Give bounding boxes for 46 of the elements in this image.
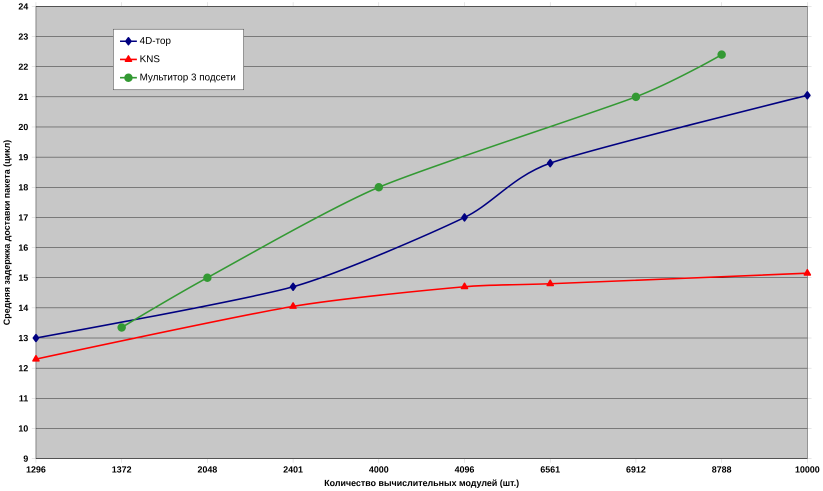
x-tick-label: 4000 (369, 466, 388, 473)
x-tick-label: 4096 (454, 466, 474, 473)
legend-label: KNS (140, 55, 160, 62)
x-tick-label: 10000 (796, 466, 820, 473)
x-axis-title: Количество вычислительных модулей (шт.) (324, 479, 519, 488)
point (290, 282, 296, 291)
point (546, 279, 554, 286)
y-tick-label: 12 (18, 364, 28, 372)
y-tick-label: 23 (18, 33, 28, 40)
y-tick-label: 9 (24, 455, 28, 462)
x-tick-label: 6561 (540, 466, 560, 473)
point (203, 273, 212, 282)
y-tick-label: 17 (18, 214, 28, 220)
legend-label: Мультитор 3 подсети (140, 73, 236, 82)
point (461, 213, 468, 222)
point (32, 334, 40, 342)
point (289, 302, 297, 309)
x-tick-label: 1296 (26, 466, 46, 473)
legend-label: 4D-тор (140, 37, 171, 46)
y-tick-label: 16 (18, 244, 28, 251)
y-tick-label: 14 (18, 304, 28, 311)
y-tick-label: 11 (19, 395, 28, 402)
point (804, 91, 811, 100)
point (117, 323, 126, 332)
x-tick-label: 1372 (112, 466, 132, 473)
point (632, 92, 640, 102)
y-tick-label: 22 (18, 64, 28, 70)
y-tick-label: 18 (18, 184, 28, 190)
point (546, 158, 554, 168)
x-tick-label: 8788 (712, 466, 732, 473)
y-tick-label: 19 (18, 154, 28, 160)
point (804, 268, 812, 276)
point (32, 354, 40, 362)
y-tick-label: 24 (18, 3, 28, 10)
y-tick-label: 10 (18, 425, 28, 432)
y-axis-title: Средняя задержка доставки пакета (цикл) (3, 140, 12, 325)
x-tick-label: 2401 (284, 466, 303, 473)
point (374, 182, 384, 192)
point (717, 50, 726, 59)
point (460, 282, 468, 290)
y-tick-label: 21 (18, 94, 28, 100)
x-tick-label: 6912 (626, 466, 646, 473)
y-tick-label: 13 (18, 334, 28, 342)
x-tick-label: 2048 (198, 466, 217, 473)
y-tick-label: 20 (18, 124, 28, 130)
y-tick-label: 15 (18, 274, 28, 281)
